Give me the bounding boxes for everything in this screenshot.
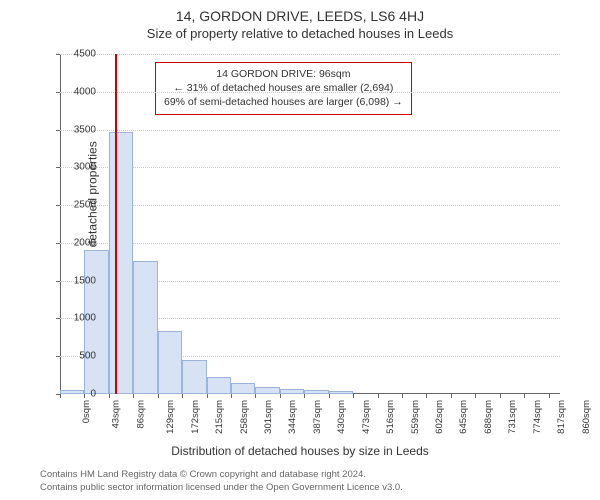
annotation-line: ← 31% of detached houses are smaller (2,… [164,81,403,95]
y-tick-label: 2500 [60,200,96,211]
x-tick-label: 86sqm [135,400,146,429]
x-tick-label: 430sqm [336,400,347,434]
x-tick-label: 817sqm [556,400,567,434]
x-tick-label: 559sqm [409,400,420,434]
y-tick-label: 4000 [60,86,96,97]
y-tick-label: 0 [60,389,96,400]
property-marker-line [115,54,117,394]
x-tick-label: 215sqm [214,400,225,434]
histogram-bar [231,383,255,394]
gridline [60,92,560,93]
x-tick-label: 602sqm [434,400,445,434]
annotation-line: 69% of semi-detached houses are larger (… [164,95,403,109]
histogram-bar [207,377,231,394]
y-tick-mark [56,167,60,168]
x-tick-label: 860sqm [580,400,591,434]
y-tick-mark [56,205,60,206]
gridline [60,205,560,206]
x-tick-mark [378,394,379,398]
histogram-bar [133,261,157,394]
y-tick-mark [56,318,60,319]
x-tick-mark [84,394,85,398]
x-tick-mark [182,394,183,398]
histogram-bar [280,389,304,394]
x-tick-label: 645sqm [458,400,469,434]
x-tick-mark [353,394,354,398]
histogram-bar [109,132,133,394]
y-tick-label: 1000 [60,313,96,324]
y-tick-mark [56,92,60,93]
gridline [60,243,560,244]
x-tick-mark [426,394,427,398]
x-tick-label: 129sqm [165,400,176,434]
y-tick-mark [56,243,60,244]
x-tick-mark [475,394,476,398]
chart-title-sub: Size of property relative to detached ho… [0,24,600,41]
x-tick-mark [231,394,232,398]
x-tick-mark [329,394,330,398]
x-tick-mark [133,394,134,398]
x-tick-mark [451,394,452,398]
x-tick-label: 473sqm [361,400,372,434]
x-tick-mark [500,394,501,398]
x-tick-label: 0sqm [81,400,92,423]
x-tick-label: 301sqm [263,400,274,434]
y-tick-mark [56,281,60,282]
plot-area: 14 GORDON DRIVE: 96sqm← 31% of detached … [60,54,560,394]
x-tick-label: 731sqm [507,400,518,434]
x-tick-label: 172sqm [190,400,201,434]
y-tick-label: 2000 [60,237,96,248]
footer-line-2: Contains public sector information licen… [40,482,403,494]
y-tick-label: 3000 [60,162,96,173]
footer-attribution: Contains HM Land Registry data © Crown c… [40,469,403,494]
histogram-bar [304,390,328,394]
x-tick-label: 258sqm [238,400,249,434]
y-tick-label: 3500 [60,124,96,135]
gridline [60,130,560,131]
x-tick-mark [402,394,403,398]
y-tick-label: 1500 [60,275,96,286]
x-tick-mark [207,394,208,398]
x-tick-label: 344sqm [287,400,298,434]
x-tick-mark [524,394,525,398]
histogram-bar [329,391,353,394]
x-tick-mark [109,394,110,398]
y-tick-label: 500 [60,351,96,362]
y-tick-label: 4500 [60,49,96,60]
x-tick-mark [280,394,281,398]
x-axis-label: Distribution of detached houses by size … [0,444,600,458]
y-tick-mark [56,130,60,131]
x-tick-mark [304,394,305,398]
gridline [60,167,560,168]
histogram-bar [158,331,182,394]
x-tick-mark [60,394,61,398]
x-tick-mark [158,394,159,398]
x-tick-label: 774sqm [532,400,543,434]
histogram-bar [255,387,279,394]
x-tick-label: 688sqm [483,400,494,434]
x-tick-mark [549,394,550,398]
x-tick-label: 516sqm [385,400,396,434]
chart-title-main: 14, GORDON DRIVE, LEEDS, LS6 4HJ [0,0,600,24]
x-tick-mark [255,394,256,398]
gridline [60,54,560,55]
annotation-line: 14 GORDON DRIVE: 96sqm [164,67,403,81]
annotation-box: 14 GORDON DRIVE: 96sqm← 31% of detached … [155,62,412,115]
x-tick-label: 387sqm [312,400,323,434]
x-tick-label: 43sqm [111,400,122,429]
y-tick-mark [56,54,60,55]
y-tick-mark [56,356,60,357]
histogram-bar [182,360,206,394]
footer-line-1: Contains HM Land Registry data © Crown c… [40,469,403,481]
